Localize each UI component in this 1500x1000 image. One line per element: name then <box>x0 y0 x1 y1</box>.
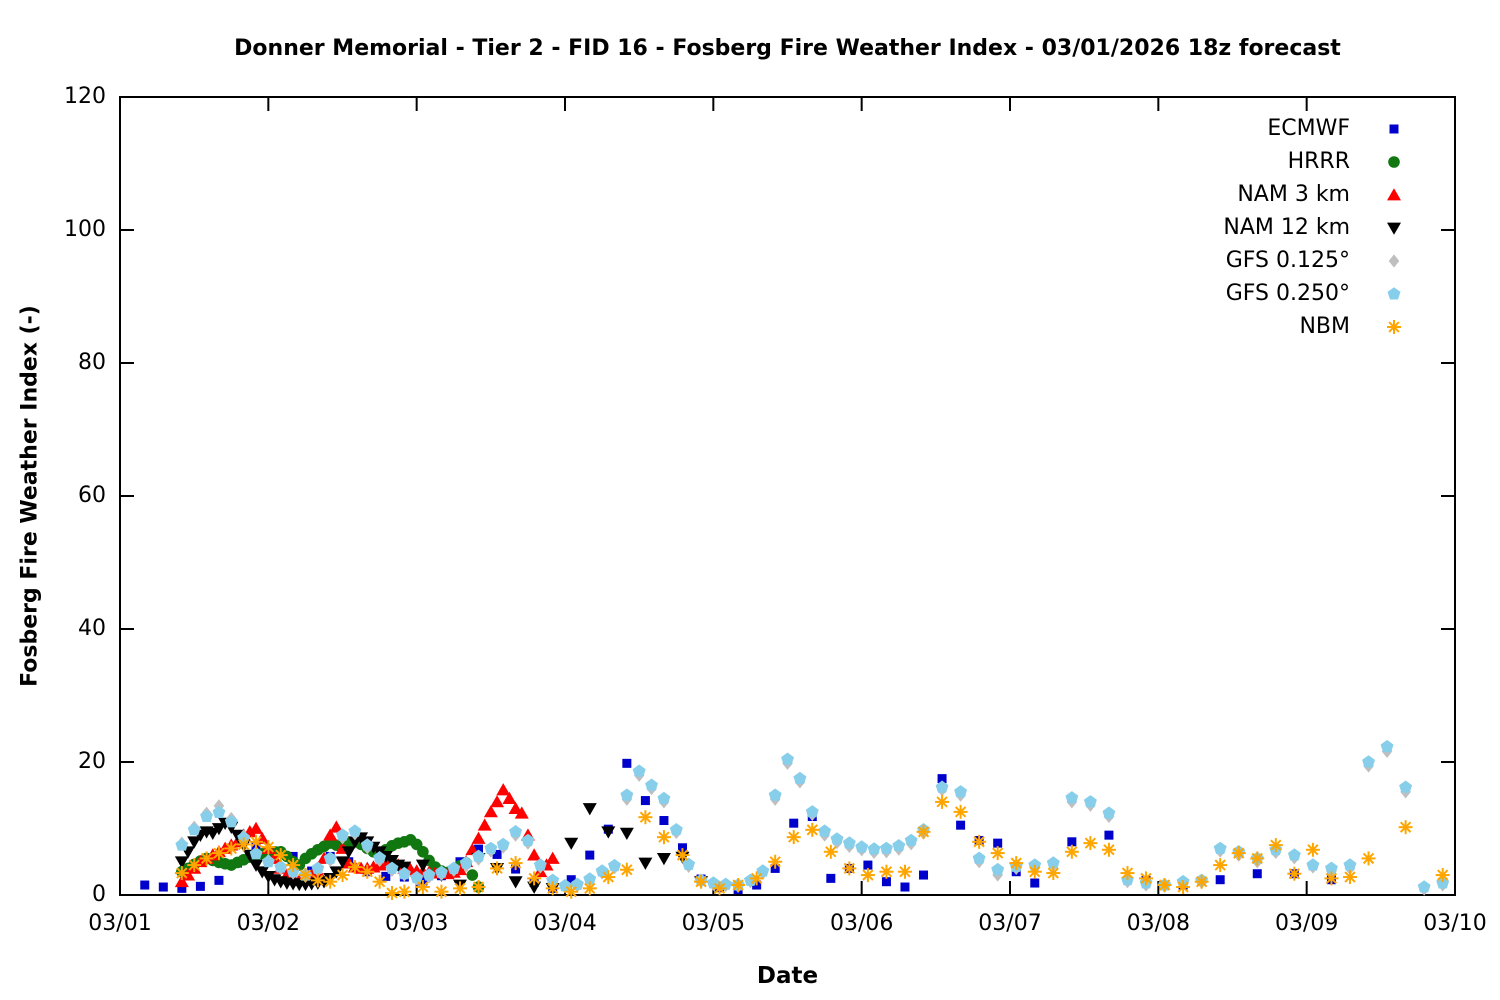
legend-label-nbm: NBM <box>1299 314 1350 339</box>
asterisk-icon <box>1387 319 1401 334</box>
y-tick-label-100: 100 <box>64 217 106 242</box>
legend-label-gfs250: GFS 0.250° <box>1225 281 1350 306</box>
diamond-icon <box>1388 253 1400 268</box>
x-tick-label-03-01: 03/01 <box>88 911 152 936</box>
y-tick-label-80: 80 <box>78 350 106 375</box>
x-tick-label-03-05: 03/05 <box>681 911 746 936</box>
x-axis-label: Date <box>756 963 819 989</box>
y-tick-label-0: 0 <box>92 882 106 907</box>
legend: ECMWF HRRR NAM 3 km NAM 12 km GFS 0.125° GFS … <box>1014 112 1418 343</box>
legend-label-hrrr: HRRR <box>1287 149 1350 174</box>
chart-title: Donner Memorial - Tier 2 - FID 16 - Fosb… <box>234 36 1341 61</box>
x-tick-label-03-08: 03/08 <box>1126 911 1191 936</box>
triangle-up-icon <box>1387 187 1401 200</box>
square-icon <box>1389 124 1399 133</box>
series-nbm <box>174 794 1450 901</box>
x-tick-label-03-04: 03/04 <box>533 911 597 936</box>
legend-item-nbm: NBM <box>1014 310 1418 343</box>
legend-label-gfs125: GFS 0.125° <box>1225 248 1350 273</box>
x-tick-label-03-07: 03/07 <box>978 911 1042 936</box>
legend-label-nam3: NAM 3 km <box>1237 182 1350 207</box>
legend-item-nam3: NAM 3 km <box>1014 178 1418 211</box>
triangle-down-icon <box>1387 222 1401 235</box>
y-tick-label-20: 20 <box>78 749 106 774</box>
legend-label-ecmwf: ECMWF <box>1267 116 1350 141</box>
x-tick-label-03-02: 03/02 <box>236 911 301 936</box>
y-tick-label-40: 40 <box>78 616 106 641</box>
x-tick-label-03-06: 03/06 <box>829 911 894 936</box>
x-tick-label-03-09: 03/09 <box>1274 911 1339 936</box>
y-tick-label-120: 120 <box>64 84 106 109</box>
x-tick-label-03-10: 03/10 <box>1423 911 1487 936</box>
legend-item-ecmwf: ECMWF <box>1014 112 1418 145</box>
circle-icon <box>1388 155 1400 168</box>
legend-label-nam12: NAM 12 km <box>1223 215 1350 240</box>
legend-item-hrrr: HRRR <box>1014 145 1418 178</box>
legend-item-gfs125: GFS 0.125° <box>1014 244 1418 277</box>
plot-frame <box>119 96 1456 896</box>
x-tick-label-03-03: 03/03 <box>384 911 449 936</box>
legend-item-gfs250: GFS 0.250° <box>1014 277 1418 310</box>
legend-item-nam12: NAM 12 km <box>1014 211 1418 244</box>
pentagon-icon <box>1387 286 1401 299</box>
y-tick-label-60: 60 <box>78 483 106 508</box>
